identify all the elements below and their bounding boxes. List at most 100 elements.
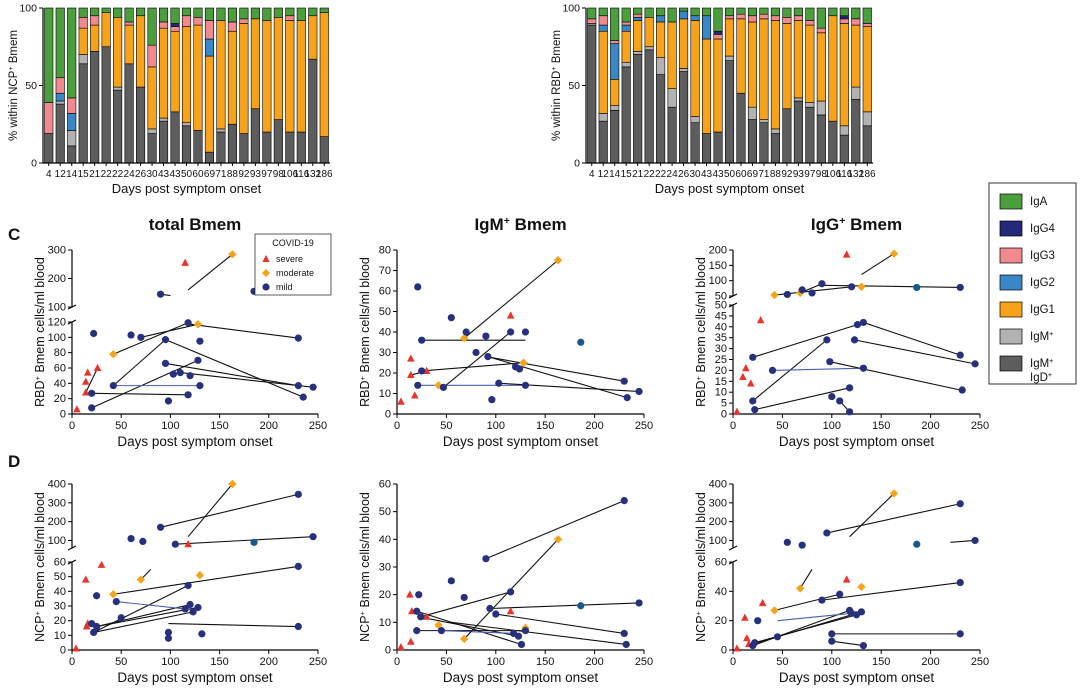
connecting-line xyxy=(777,612,852,622)
connecting-line xyxy=(950,539,976,543)
connecting-line xyxy=(420,591,511,618)
bar_ncp-bar-segment xyxy=(181,15,192,27)
bar_ncp-bar-segment xyxy=(250,108,260,164)
mild-point xyxy=(117,614,125,622)
bar_rbd-bar-segment xyxy=(770,20,780,130)
mild-point xyxy=(299,393,307,401)
mild-point xyxy=(189,608,197,616)
bar_ncp-bar-segment xyxy=(136,7,146,17)
y-axis-label: NCP+ Bmem cells/ml blood xyxy=(694,492,709,642)
mild-point xyxy=(836,397,844,405)
bar_rbd-bar-segment xyxy=(598,7,608,17)
legend-label: IgG3 xyxy=(1030,250,1055,262)
severe-point xyxy=(756,316,765,324)
severe-point xyxy=(81,575,90,583)
severe-point xyxy=(97,560,106,568)
bar_rbd-bar-segment xyxy=(782,7,792,18)
bar_rbd-bar-segment xyxy=(862,111,872,127)
bar_ncp-bar-segment xyxy=(67,7,77,99)
mild-point xyxy=(294,334,302,342)
bar_rbd-bar-segment xyxy=(598,30,608,114)
bar_rbd-bar-segment xyxy=(610,7,620,41)
mild-point xyxy=(414,381,422,389)
mild-point xyxy=(164,634,173,642)
mild-point xyxy=(417,613,425,621)
connecting-line xyxy=(821,581,961,601)
connecting-line xyxy=(451,621,627,646)
bar_rbd-bar-segment xyxy=(839,23,849,127)
bar_ncp-bar-segment xyxy=(78,54,88,65)
mild-point xyxy=(437,627,446,635)
bar_ncp-bar-segment xyxy=(250,18,260,110)
bar_rbd-bar-segment xyxy=(610,110,620,164)
bar_ncp-bar-segment xyxy=(170,30,180,113)
y-axis-label: NCP+ Bmem cells/ml blood xyxy=(358,492,373,642)
legend-swatch xyxy=(999,193,1023,210)
x-tick-label: 24 xyxy=(667,169,679,180)
x-tick-label: 250 xyxy=(971,420,989,432)
x-axis-label: Days post symptom onset xyxy=(443,670,599,685)
bar_ncp-bar-segment xyxy=(296,131,306,164)
x-tick-label: 21 xyxy=(89,169,101,180)
x-tick-label: 50 xyxy=(724,169,736,180)
connecting-line xyxy=(416,610,522,645)
mild-point xyxy=(620,377,628,385)
y-tick-label: 20 xyxy=(54,615,66,627)
connecting-line xyxy=(93,611,194,633)
y-tick-label: 60 xyxy=(379,286,391,298)
bar_rbd-bar-segment xyxy=(690,7,700,17)
x-tick-label: 26 xyxy=(135,169,147,180)
bar_ncp-bar-segment xyxy=(124,24,134,65)
y-tick-label: 40 xyxy=(54,378,66,390)
y-tick-label: 15 xyxy=(715,376,727,388)
mild-point xyxy=(164,628,173,637)
mild-point xyxy=(194,356,202,364)
bar_rbd-bar-segment xyxy=(713,30,723,35)
bar_rbd-bar-segment xyxy=(633,7,643,15)
bar_rbd-bar-segment xyxy=(610,79,620,106)
bar_rbd-bar-segment xyxy=(782,108,792,164)
moderate-point xyxy=(195,571,205,580)
bar_rbd-bar-segment xyxy=(805,24,815,103)
connecting-line xyxy=(187,483,233,538)
axis-break-mark xyxy=(728,545,738,551)
bar_ncp-bar-segment xyxy=(181,125,192,164)
mild-point xyxy=(196,382,204,390)
y-tick-label: 60 xyxy=(54,363,66,375)
x-tick-label: 250 xyxy=(635,420,653,432)
mild-point xyxy=(90,329,98,338)
bar_rbd-bar-segment xyxy=(851,18,861,26)
y-tick-label: 60 xyxy=(379,479,391,491)
bar_rbd-bar-segment xyxy=(839,125,849,136)
connecting-line xyxy=(463,259,559,339)
bar_ncp-bar-segment xyxy=(181,26,192,123)
moderate-point xyxy=(109,350,118,359)
ncp_igm-chart: 0 10 20 30 40 50 60 0 50 100 150 200 250 Days post sy… xyxy=(358,479,654,686)
x-tick-label: 22 xyxy=(101,169,113,180)
connecting-line xyxy=(85,367,99,393)
moderate-point xyxy=(857,582,866,592)
x-tick-label: 250 xyxy=(971,656,989,668)
mild-point xyxy=(847,283,856,291)
ncp_total-chart: 100 200 300 400 0 10 20 30 40 50 60 0 50 100 150 200 250… xyxy=(33,479,328,686)
mild-point xyxy=(156,290,165,298)
mild-point xyxy=(137,333,145,341)
connecting-line xyxy=(831,640,864,647)
connecting-line xyxy=(485,356,625,382)
mild-point xyxy=(768,366,777,374)
y-tick-label: 200 xyxy=(709,516,727,528)
connecting-line xyxy=(754,387,850,411)
y-tick-label: 10 xyxy=(715,387,727,399)
connecting-line xyxy=(854,339,976,365)
y-tick-label: 100 xyxy=(48,332,66,344)
mild-point xyxy=(294,562,302,571)
severe-point xyxy=(93,363,102,371)
mild-point xyxy=(309,383,317,391)
ncp_igg-chart: 100 200 300 400 0 20 40 60 0 50 100 150 200 250 Days p… xyxy=(694,479,990,686)
bar_ncp-bar-segment xyxy=(44,7,54,103)
x-tick-label: 150 xyxy=(872,656,890,668)
mild-point xyxy=(958,386,966,394)
axis-break-mark xyxy=(67,545,77,551)
y-tick-label: 5 xyxy=(721,398,727,410)
